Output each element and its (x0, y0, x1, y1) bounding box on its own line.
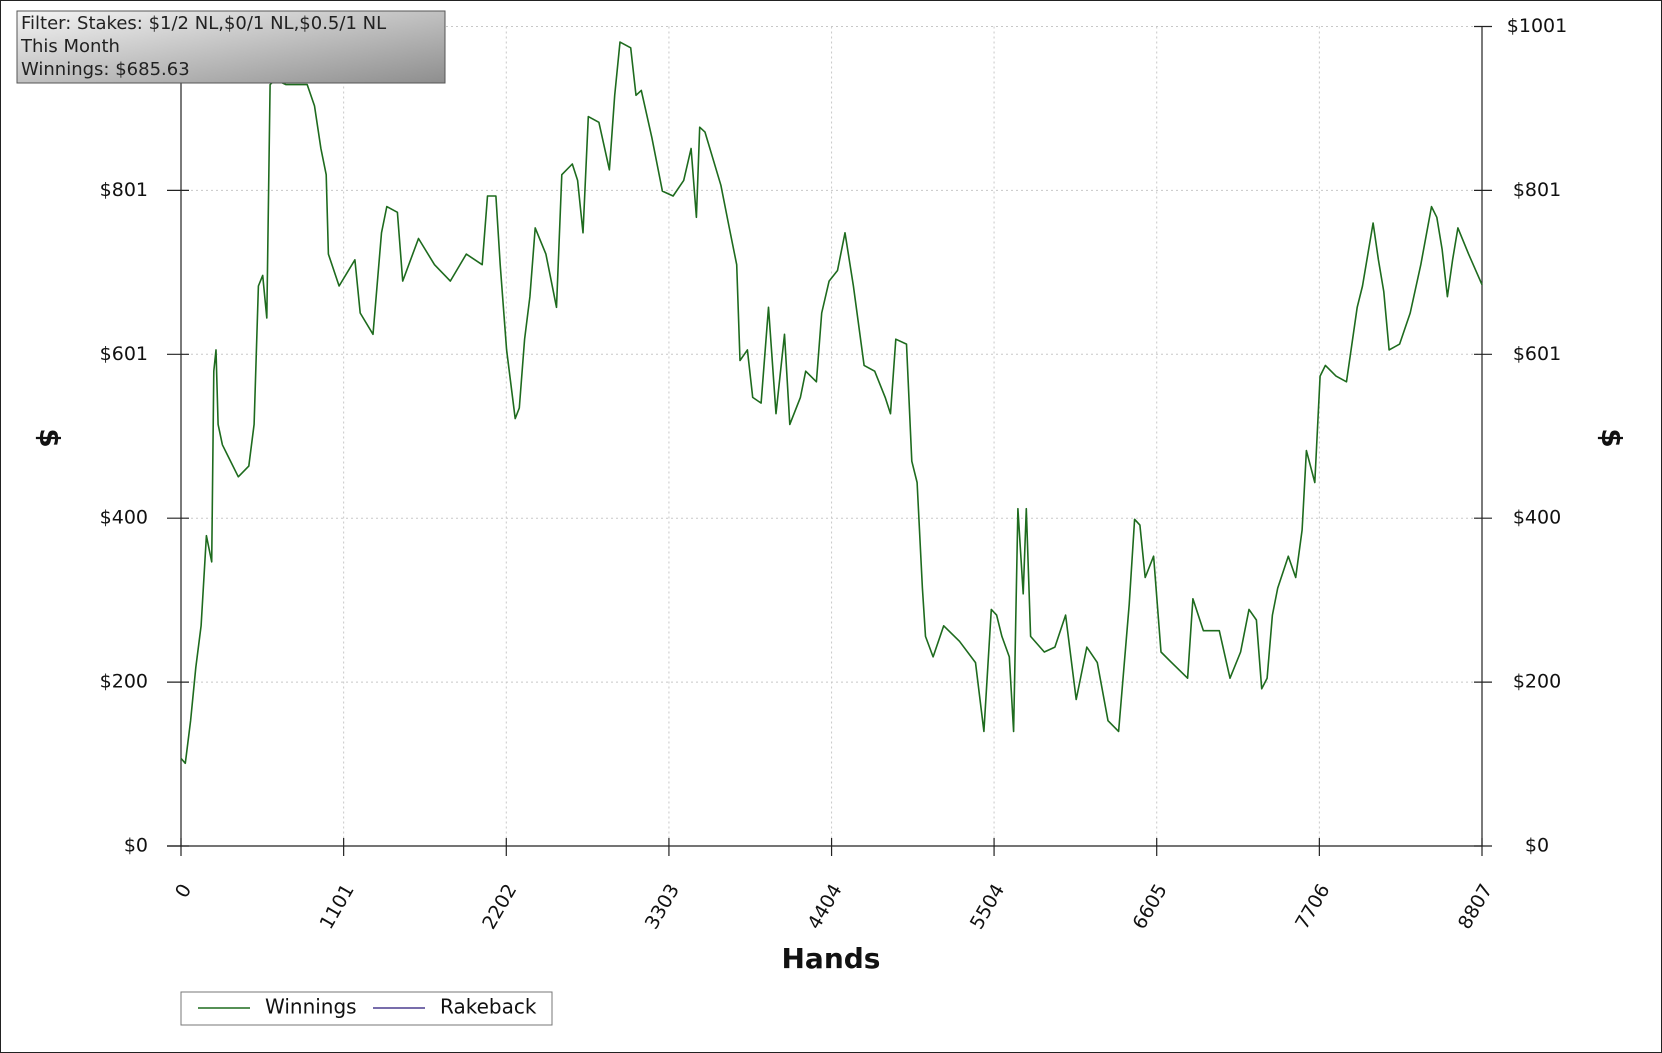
annotation-line: This Month (20, 36, 120, 57)
annotation: Filter: Stakes: $1/2 NL,$0/1 NL,$0.5/1 N… (16, 10, 446, 84)
y-tick-label: $601 (100, 343, 148, 365)
annotation-line: Winnings: $685.63 (21, 59, 190, 80)
y2-tick-label: $200 (1513, 671, 1561, 693)
legend-label: Rakeback (440, 995, 537, 1019)
y-tick-label: $801 (100, 179, 148, 201)
annotation-box (16, 10, 446, 84)
y-tick-label: $0 (124, 835, 148, 857)
legend-label: Winnings (265, 995, 357, 1019)
y2-tick-label: $400 (1513, 507, 1561, 529)
y2-tick-label: $801 (1513, 179, 1561, 201)
y2-axis-label: $ (1595, 428, 1628, 447)
y-axis-label: $ (33, 428, 66, 447)
y2-tick-label: $1001 (1507, 15, 1567, 37)
y2-tick-label: $601 (1513, 343, 1561, 365)
y-tick-label: $200 (100, 671, 148, 693)
line-series (180, 41, 1483, 765)
x-axis-label: Hands (782, 942, 881, 975)
annotation-line: Filter: Stakes: $1/2 NL,$0/1 NL,$0.5/1 N… (21, 13, 386, 34)
y2-tick-label: $0 (1525, 835, 1549, 857)
y-tick-label: $400 (100, 507, 148, 529)
